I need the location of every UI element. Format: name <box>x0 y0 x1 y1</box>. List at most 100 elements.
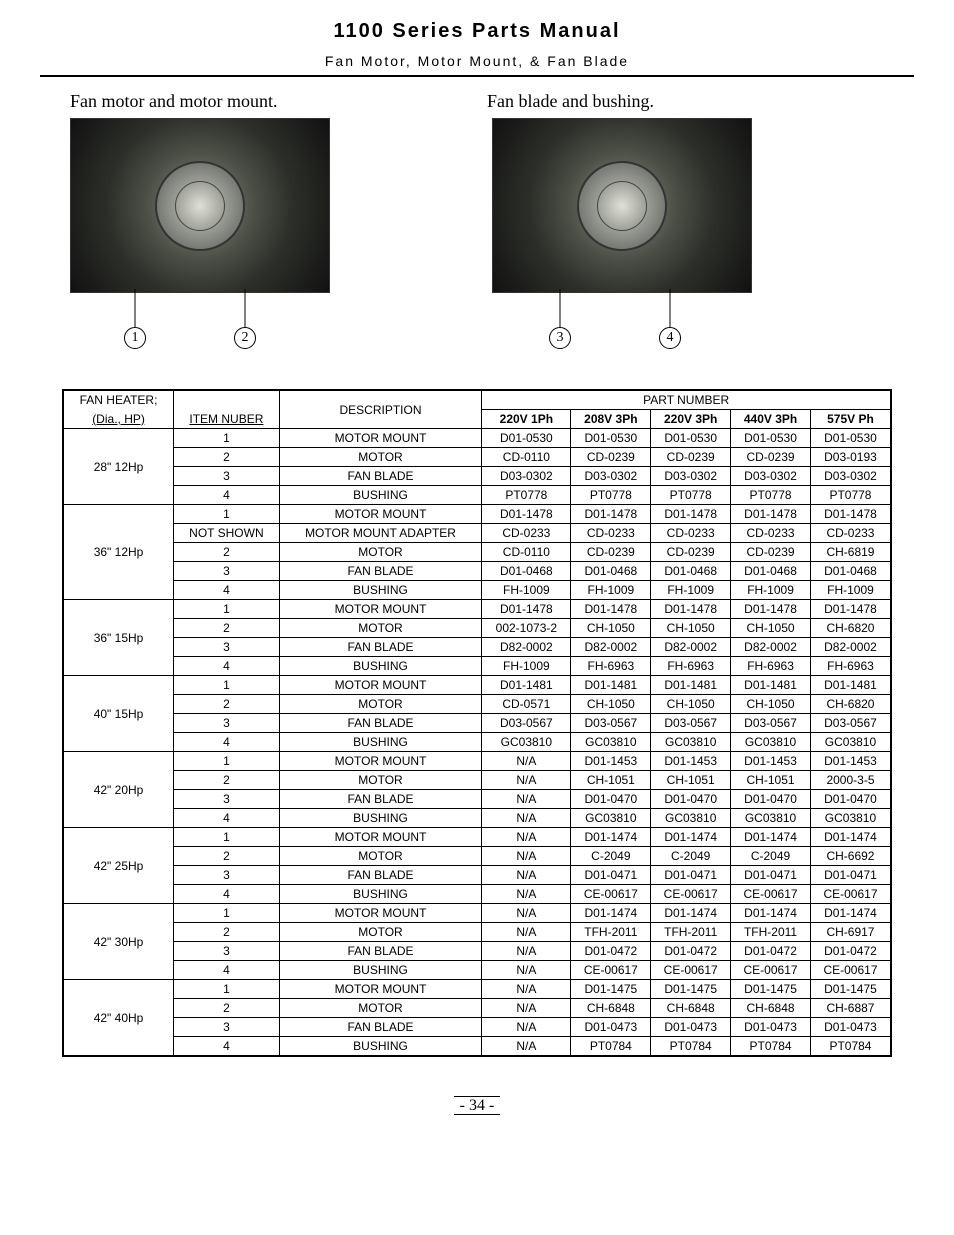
group-label: 42" 30Hp <box>63 904 174 980</box>
manual-title: 1100 Series Parts Manual <box>40 20 914 43</box>
cell-partnumber: PT0778 <box>651 486 731 505</box>
cell-partnumber: CD-0239 <box>571 448 651 467</box>
cell-item: NOT SHOWN <box>174 524 280 543</box>
group-label: 42" 25Hp <box>63 828 174 904</box>
cell-partnumber: D01-1453 <box>810 752 891 771</box>
cell-partnumber: PT0784 <box>651 1037 731 1057</box>
cell-partnumber: D82-0002 <box>651 638 731 657</box>
table-row: 3FAN BLADED82-0002D82-0002D82-0002D82-00… <box>63 638 891 657</box>
cell-partnumber: TFH-2011 <box>731 923 811 942</box>
cell-partnumber: D01-1474 <box>810 904 891 923</box>
cell-description: FAN BLADE <box>279 942 482 961</box>
cell-partnumber: CD-0233 <box>571 524 651 543</box>
cell-partnumber: D01-0470 <box>810 790 891 809</box>
cell-partnumber: CE-00617 <box>731 885 811 904</box>
cell-partnumber: D82-0002 <box>482 638 571 657</box>
cell-partnumber: D01-0470 <box>571 790 651 809</box>
cell-description: FAN BLADE <box>279 1018 482 1037</box>
cell-partnumber: PT0784 <box>810 1037 891 1057</box>
cell-description: MOTOR <box>279 619 482 638</box>
cell-partnumber: N/A <box>482 790 571 809</box>
cell-partnumber: D01-1474 <box>651 828 731 847</box>
cell-partnumber: GC03810 <box>731 733 811 752</box>
cell-partnumber: D82-0002 <box>810 638 891 657</box>
cell-partnumber: CH-1050 <box>731 695 811 714</box>
cell-description: FAN BLADE <box>279 638 482 657</box>
cell-partnumber: CH-6917 <box>810 923 891 942</box>
cell-partnumber: CH-6692 <box>810 847 891 866</box>
cell-item: 1 <box>174 904 280 923</box>
cell-description: FAN BLADE <box>279 866 482 885</box>
cell-partnumber: PT0784 <box>731 1037 811 1057</box>
cell-partnumber: D82-0002 <box>731 638 811 657</box>
cell-item: 1 <box>174 980 280 999</box>
cell-partnumber: D01-0472 <box>810 942 891 961</box>
cell-partnumber: D01-0472 <box>731 942 811 961</box>
group-label: 42" 20Hp <box>63 752 174 828</box>
cell-partnumber: N/A <box>482 1018 571 1037</box>
cell-partnumber: CE-00617 <box>651 961 731 980</box>
cell-partnumber: D01-0530 <box>571 429 651 448</box>
cell-partnumber: D01-0473 <box>731 1018 811 1037</box>
cell-description: FAN BLADE <box>279 467 482 486</box>
hdr-description: DESCRIPTION <box>279 390 482 429</box>
cell-partnumber: D01-1453 <box>571 752 651 771</box>
table-row: 2MOTORCD-0571CH-1050CH-1050CH-1050CH-682… <box>63 695 891 714</box>
cell-item: 1 <box>174 828 280 847</box>
cell-partnumber: D01-1474 <box>810 828 891 847</box>
callout-2: 2 <box>234 327 256 349</box>
cell-partnumber: GC03810 <box>731 809 811 828</box>
cell-partnumber: CD-0233 <box>482 524 571 543</box>
group-label: 28" 12Hp <box>63 429 174 505</box>
cell-partnumber: GC03810 <box>810 809 891 828</box>
table-row: 28" 12Hp1MOTOR MOUNTD01-0530D01-0530D01-… <box>63 429 891 448</box>
cell-description: BUSHING <box>279 885 482 904</box>
cell-partnumber: D01-1474 <box>651 904 731 923</box>
page-header: 1100 Series Parts Manual Fan Motor, Moto… <box>40 20 914 69</box>
cell-partnumber: D01-1453 <box>731 752 811 771</box>
cell-partnumber: D01-0468 <box>571 562 651 581</box>
cell-partnumber: CE-00617 <box>651 885 731 904</box>
callout-1: 1 <box>124 327 146 349</box>
cell-partnumber: CH-6848 <box>651 999 731 1018</box>
cell-partnumber: D01-1474 <box>571 904 651 923</box>
cell-partnumber: D01-0530 <box>731 429 811 448</box>
cell-description: BUSHING <box>279 733 482 752</box>
cell-item: 3 <box>174 714 280 733</box>
cell-description: MOTOR MOUNT <box>279 752 482 771</box>
cell-partnumber: D01-1481 <box>571 676 651 695</box>
cell-description: FAN BLADE <box>279 790 482 809</box>
cell-item: 3 <box>174 942 280 961</box>
table-head: FAN HEATER; ITEM NUBER DESCRIPTION PART … <box>63 390 891 429</box>
cell-partnumber: D01-0472 <box>651 942 731 961</box>
cell-partnumber: CH-1050 <box>651 695 731 714</box>
cell-partnumber: C-2049 <box>731 847 811 866</box>
cell-partnumber: PT0784 <box>571 1037 651 1057</box>
cell-partnumber: D01-1478 <box>651 505 731 524</box>
cell-partnumber: CD-0571 <box>482 695 571 714</box>
table-row: 42" 30Hp1MOTOR MOUNTN/AD01-1474D01-1474D… <box>63 904 891 923</box>
image-left-box: 1 2 <box>70 118 462 349</box>
table-row: 4BUSHINGPT0778PT0778PT0778PT0778PT0778 <box>63 486 891 505</box>
cell-partnumber: D01-0471 <box>810 866 891 885</box>
cell-partnumber: D01-1475 <box>810 980 891 999</box>
cell-partnumber: GC03810 <box>571 733 651 752</box>
hdr-dia-hp: (Dia., HP) <box>63 410 174 429</box>
cell-partnumber: CH-6887 <box>810 999 891 1018</box>
cell-partnumber: CD-0239 <box>651 543 731 562</box>
cell-partnumber: D01-1478 <box>731 505 811 524</box>
cell-item: 2 <box>174 619 280 638</box>
cell-item: 4 <box>174 581 280 600</box>
cell-partnumber: D03-0193 <box>810 448 891 467</box>
cell-item: 2 <box>174 847 280 866</box>
table-row: 3FAN BLADED03-0567D03-0567D03-0567D03-05… <box>63 714 891 733</box>
cell-item: 3 <box>174 1018 280 1037</box>
cell-item: 4 <box>174 885 280 904</box>
cell-partnumber: GC03810 <box>651 733 731 752</box>
cell-description: MOTOR MOUNT <box>279 828 482 847</box>
table-row: 2MOTORN/ATFH-2011TFH-2011TFH-2011CH-6917 <box>63 923 891 942</box>
cell-partnumber: PT0778 <box>810 486 891 505</box>
group-label: 42" 40Hp <box>63 980 174 1057</box>
fan-blade-photo <box>492 118 752 293</box>
cell-partnumber: D01-0473 <box>810 1018 891 1037</box>
